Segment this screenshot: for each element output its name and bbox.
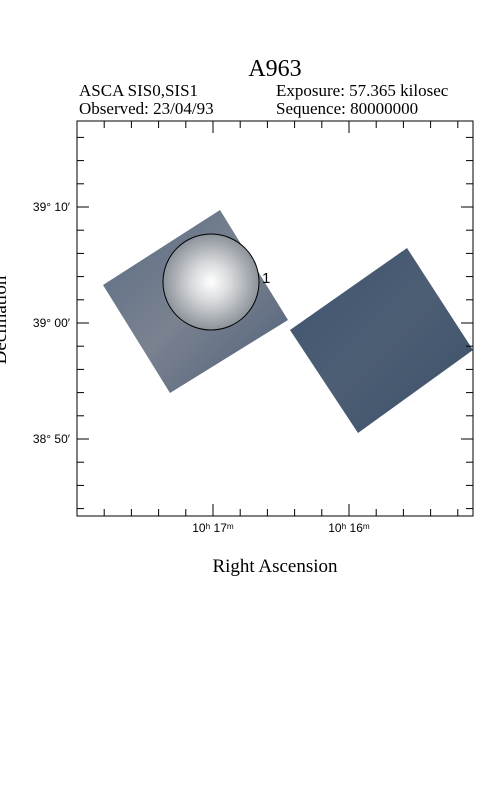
sis1-field: [290, 248, 473, 433]
x-tick-label: 10ʰ 17ᵐ: [192, 521, 234, 535]
x-axis-label: Right Ascension: [212, 556, 338, 577]
source-region: [162, 233, 260, 331]
ticks: [77, 121, 473, 516]
y-tick-label: 39° 00′: [33, 316, 71, 330]
y-axis-label: Declination: [0, 275, 11, 364]
instrument: ASCA SIS0,SIS1: [79, 81, 198, 100]
source-label: 1: [262, 270, 270, 287]
y-tick-label: 39° 10′: [33, 200, 71, 214]
observed: Observed: 23/04/93: [79, 99, 214, 118]
exposure: Exposure: 57.365 kilosec: [276, 81, 449, 100]
title: A963: [248, 56, 301, 82]
image-plot: 1: [76, 120, 474, 517]
frame: [76, 120, 474, 517]
x-tick-label: 10ʰ 16ᵐ: [328, 521, 370, 535]
sequence: Sequence: 80000000: [276, 99, 418, 118]
y-tick-label: 38° 50′: [33, 432, 71, 446]
